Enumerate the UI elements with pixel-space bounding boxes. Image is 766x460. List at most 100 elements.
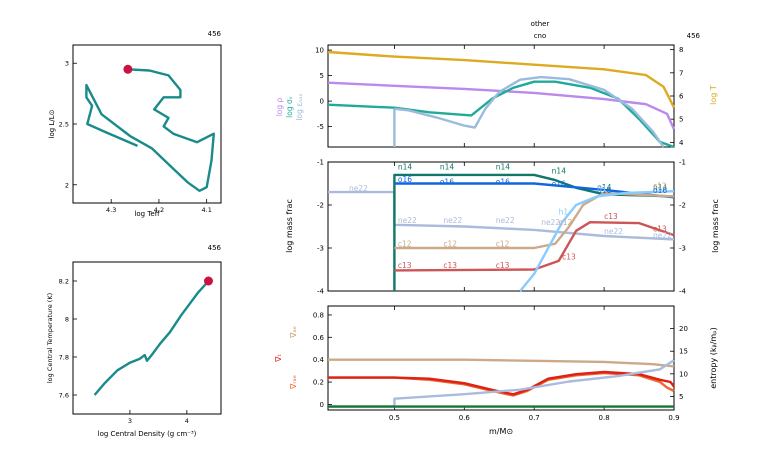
panel3-left-ytick-label: 0: [320, 401, 324, 409]
mass-xtick-label: 0.7: [529, 414, 540, 422]
panel3-right-ytick-label: 15: [679, 348, 688, 356]
panel3-lines: [328, 358, 675, 408]
panel3-line-grad_ad: [328, 358, 675, 368]
hr-xtick-label: 4.1: [202, 206, 212, 214]
species-label-n14: n14: [597, 183, 612, 192]
panel1-left-ytick-label: 10: [315, 47, 324, 55]
profile-panel-structure: -5 0 5 10 4 5 6 7 8 log ρ log σᵥ log εₙₐₓ log T: [275, 44, 718, 149]
panel3-right-ytick-label: 20: [679, 325, 688, 333]
species-label-c12: c12: [653, 182, 667, 191]
panel3-left-ytick-label: 0.8: [313, 311, 324, 319]
panel3-ticks: 0.5 0.6 0.7 0.8 0.9 0 0.2 0.4 0.6 0.8 5 10 15 20: [313, 306, 688, 422]
profile-title-cno: cno: [534, 32, 547, 40]
panel2-right-ytick-label: -2: [679, 202, 686, 210]
species-label-c12: c12: [496, 240, 510, 249]
panel1-left-label: log εₙₐₓ: [295, 93, 304, 120]
panel2-left-ytick-label: -2: [317, 202, 324, 210]
panel2-left-ytick-label: -1: [317, 159, 324, 167]
hr-xtick-label: 4.3: [106, 206, 116, 214]
hr-diagram: 456 log Teff log L/L⊙ 4.3 4.2 4.1 2 2.5 3: [48, 30, 222, 218]
species-label-c13: c13: [496, 261, 510, 270]
species-label-o16: o16: [496, 177, 510, 186]
panel2-ticks: -1 -2 -3 -4 -1 -2 -3 -4: [317, 159, 687, 296]
tc-xtick-label: 4: [185, 417, 189, 425]
species-label-o16: o16: [597, 186, 611, 195]
mass-xlabel: m/M⊙: [489, 427, 513, 436]
panel3-left-ytick-label: 0.2: [313, 379, 324, 387]
panel2-right-ytick-label: -4: [679, 288, 687, 296]
panel1-left-labels: log ρ log σᵥ log εₙₐₓ: [275, 93, 304, 120]
tc-model-number: 456: [208, 244, 222, 252]
tc-rhoc-diagram: 456 log Central Density (g cm⁻³) log Cen…: [46, 244, 222, 438]
panel2-left-ytick-label: -4: [317, 288, 325, 296]
tc-xtick-label: 3: [128, 417, 132, 425]
tc-ylabel: log Central Temperature (K): [46, 293, 54, 383]
species-label-ne22: ne22: [443, 216, 462, 225]
panel1-right-ytick-label: 6: [679, 93, 684, 101]
species-label-ne22: ne22: [604, 227, 623, 236]
panel1-line-eps: [394, 75, 665, 148]
profile-title-other: other: [531, 20, 550, 28]
hr-ytick-label: 2: [65, 181, 69, 189]
panel1-right-ytick-label: 4: [679, 139, 684, 147]
panel2-right-ytick-label: -1: [679, 159, 686, 167]
species-label-ne22: ne22: [496, 216, 515, 225]
panel1-right-ytick-label: 7: [679, 69, 683, 77]
panel2-ylabel: log mass frac: [285, 199, 294, 253]
tc-ticks: 3 4 7.6 7.8 8 8.2: [59, 278, 189, 426]
species-label-n14: n14: [440, 162, 455, 171]
panel1-left-ytick-label: 5: [320, 72, 324, 80]
panel3-line-entropy: [328, 359, 675, 408]
panel1-right-label: log T: [709, 85, 718, 105]
panel1-left-ytick-label: 0: [320, 98, 324, 106]
tc-ytick-label: 7.6: [59, 392, 69, 400]
panel1-left-label: log σᵥ: [285, 96, 294, 118]
panel3-right-ytick-label: 10: [679, 370, 688, 378]
panel1-line-logRho: [327, 81, 676, 130]
hr-ytick-label: 2.5: [59, 121, 69, 129]
panel3-frame: [327, 305, 675, 411]
species-label-c12: c12: [398, 240, 412, 249]
species-label-ne22: ne22: [398, 216, 417, 225]
panel3-left-label: ∇ₐₑ: [289, 326, 298, 339]
panel3-left-label: ∇ₜ: [274, 354, 283, 363]
mass-xtick-label: 0.5: [389, 414, 400, 422]
species-label-c13: c13: [604, 212, 618, 221]
species-label-c13: c13: [398, 261, 412, 270]
hr-xtick-label: 4.2: [154, 206, 164, 214]
tc-ytick-label: 8: [65, 316, 69, 324]
species-label-h1: h1: [559, 207, 569, 216]
species-label-c13: c13: [443, 261, 457, 270]
panel1-line-logT: [327, 50, 676, 109]
panel3-left-labels: ∇ₐₑ ∇ₜ ∇ᵣₐₑ: [274, 326, 298, 390]
hr-ticks: 4.3 4.2 4.1 2 2.5 3: [59, 60, 212, 214]
species-label-n14: n14: [653, 183, 668, 192]
mass-xtick-label: 0.8: [599, 414, 610, 422]
panel1-lines: [327, 50, 676, 149]
panel3-left-label: ∇ᵣₐₑ: [289, 375, 298, 390]
species-label-ne22: ne22: [349, 184, 368, 193]
panel2-right-ylabel: log mass frac: [711, 199, 720, 253]
species-label-o16: o16: [398, 175, 412, 184]
species-label-o16: o16: [653, 186, 667, 195]
species-label-c13: c13: [653, 225, 667, 234]
tc-frame: [72, 261, 222, 415]
species-label-h1: h1: [597, 184, 607, 193]
hr-ylabel: log L/L⊙: [48, 110, 56, 139]
panel2-line-c13: [394, 221, 675, 272]
species-label-ne22: ne22: [653, 231, 672, 240]
mass-xtick-label: 0.9: [668, 414, 679, 422]
panel2-lines: [328, 173, 675, 292]
hr-frame: [72, 44, 222, 204]
species-label-c13: c13: [562, 253, 576, 262]
species-label-n14: n14: [552, 167, 567, 176]
tc-current-marker: [203, 276, 213, 286]
panel3-right-label: entropy (kᵦ/mₚ): [709, 327, 718, 389]
species-label-o16: o16: [552, 180, 566, 189]
panel3-left-ytick-label: 0.6: [313, 334, 325, 342]
panel1-right-ytick-label: 8: [679, 46, 683, 54]
species-label-c12: c12: [443, 240, 457, 249]
panel1-line-sigma: [327, 80, 675, 149]
